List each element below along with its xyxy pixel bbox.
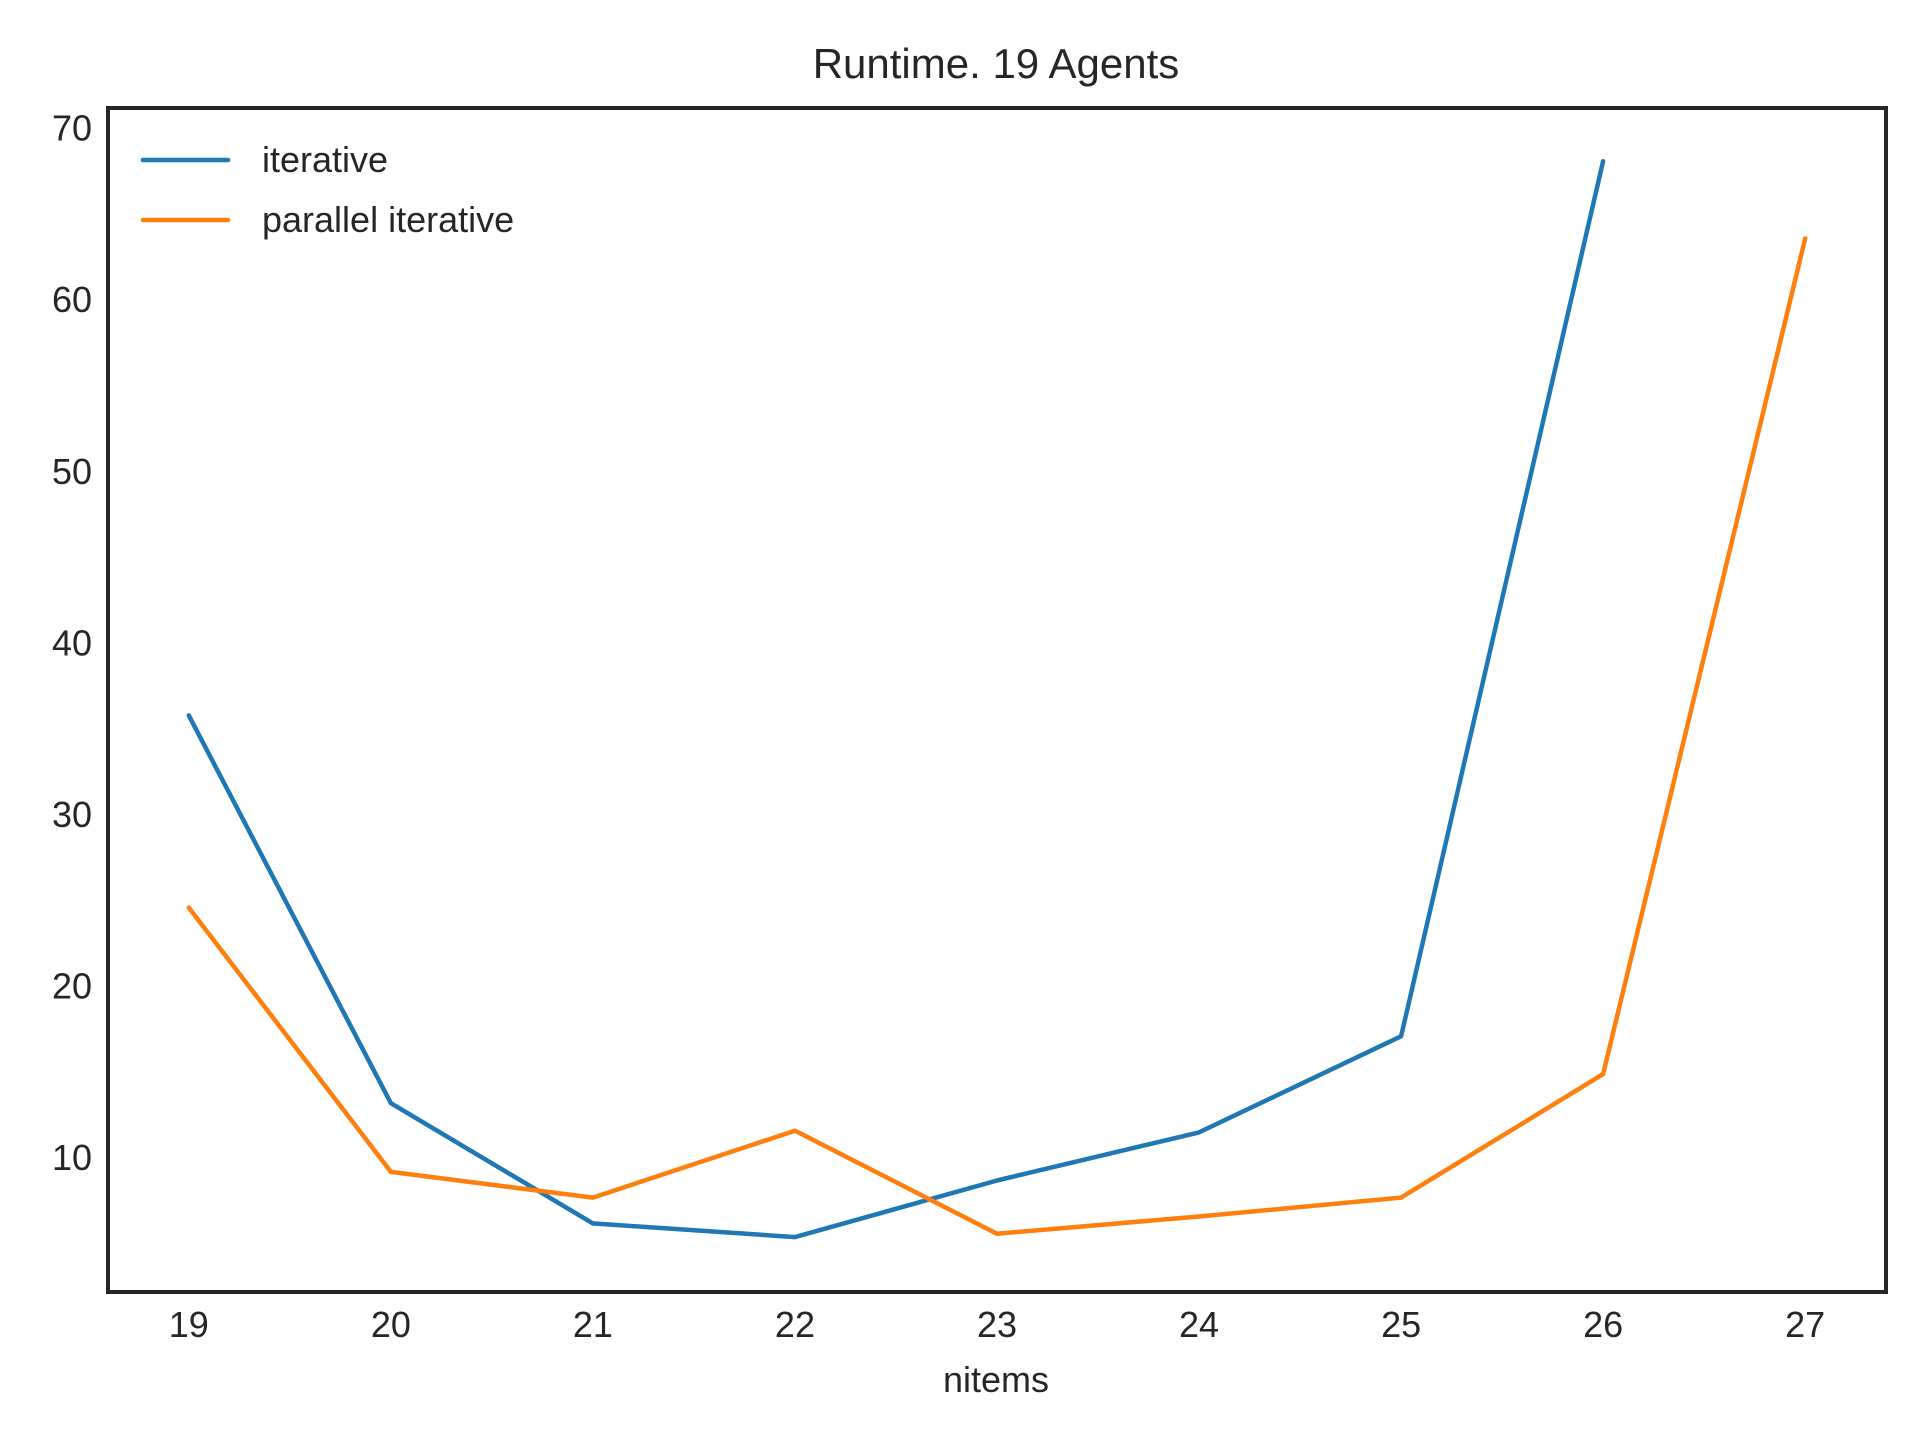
y-tick-label: 70 [52,108,92,149]
y-tick-label: 30 [52,794,92,835]
x-tick-label: 25 [1381,1304,1421,1345]
x-tick-label: 24 [1179,1304,1219,1345]
y-tick-label: 20 [52,966,92,1007]
x-tick-label: 21 [573,1304,613,1345]
x-axis-label: nitems [943,1359,1049,1400]
y-tick-label: 10 [52,1137,92,1178]
y-tick-label: 50 [52,451,92,492]
y-tick-label: 40 [52,622,92,663]
x-tick-label: 19 [169,1304,209,1345]
x-tick-label: 27 [1785,1304,1825,1345]
x-tick-label: 22 [775,1304,815,1345]
legend-label: iterative [262,139,388,180]
y-tick-label: 60 [52,279,92,320]
chart-title: Runtime. 19 Agents [813,40,1180,87]
legend-label: parallel iterative [262,199,514,240]
x-tick-label: 23 [977,1304,1017,1345]
x-tick-label: 26 [1583,1304,1623,1345]
x-tick-label: 20 [371,1304,411,1345]
